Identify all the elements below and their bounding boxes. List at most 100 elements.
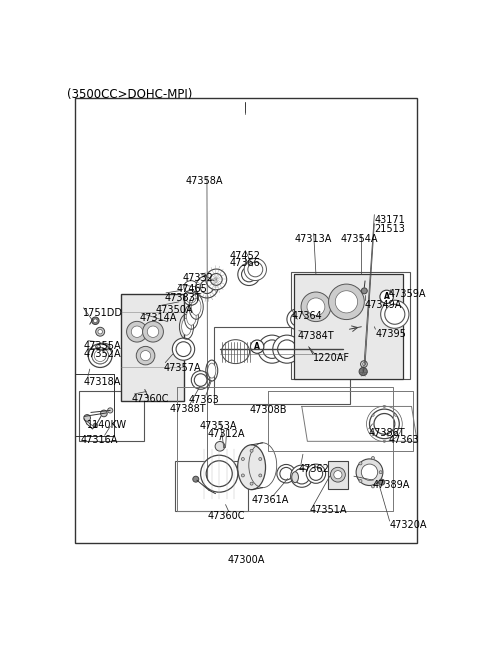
Circle shape — [296, 322, 314, 341]
Circle shape — [259, 474, 262, 477]
Text: 47389A: 47389A — [372, 480, 410, 490]
Text: 1751DD: 1751DD — [84, 308, 123, 318]
Circle shape — [131, 326, 143, 337]
Circle shape — [372, 485, 374, 488]
Text: 47395: 47395 — [375, 329, 407, 339]
Circle shape — [259, 457, 262, 461]
Circle shape — [251, 340, 264, 353]
Text: 47452: 47452 — [230, 250, 261, 261]
Circle shape — [381, 300, 409, 328]
Circle shape — [244, 258, 266, 281]
Circle shape — [361, 288, 367, 294]
Ellipse shape — [208, 363, 216, 378]
Circle shape — [206, 461, 232, 487]
Circle shape — [306, 464, 325, 483]
Circle shape — [194, 374, 207, 386]
Polygon shape — [361, 323, 374, 331]
Circle shape — [93, 423, 97, 428]
Text: 47383T: 47383T — [164, 293, 201, 303]
Circle shape — [250, 449, 253, 452]
Circle shape — [294, 468, 310, 484]
Circle shape — [94, 319, 97, 323]
Text: 47312A: 47312A — [208, 429, 245, 439]
Circle shape — [84, 415, 91, 421]
Bar — [121, 294, 184, 401]
Text: 47308B: 47308B — [250, 406, 287, 415]
Circle shape — [193, 476, 199, 482]
Circle shape — [395, 432, 397, 433]
Circle shape — [361, 464, 378, 480]
Text: 47465: 47465 — [176, 285, 207, 294]
Text: 47361A: 47361A — [252, 495, 289, 505]
Circle shape — [176, 342, 191, 356]
Circle shape — [192, 371, 210, 389]
Circle shape — [206, 269, 227, 290]
Circle shape — [241, 457, 244, 461]
Text: 47362: 47362 — [298, 464, 329, 474]
Circle shape — [141, 351, 151, 361]
Circle shape — [372, 414, 374, 416]
Text: 47350A: 47350A — [156, 305, 193, 315]
Circle shape — [94, 350, 106, 362]
Text: 1140KW: 1140KW — [87, 421, 127, 430]
Circle shape — [385, 304, 405, 324]
Text: 47364: 47364 — [291, 311, 322, 321]
Text: 47366: 47366 — [230, 258, 261, 268]
Bar — [328, 461, 348, 488]
Text: 47363: 47363 — [189, 395, 220, 406]
Circle shape — [172, 338, 195, 360]
Bar — [79, 391, 144, 441]
Ellipse shape — [238, 444, 265, 490]
Circle shape — [92, 347, 108, 364]
Text: 21513: 21513 — [374, 224, 405, 234]
Circle shape — [359, 367, 367, 376]
Circle shape — [359, 462, 362, 465]
Circle shape — [335, 291, 358, 313]
Text: 47320A: 47320A — [389, 520, 427, 530]
Text: 47349A: 47349A — [365, 300, 402, 311]
Circle shape — [98, 329, 102, 334]
Circle shape — [92, 347, 108, 364]
Circle shape — [301, 292, 331, 322]
Circle shape — [307, 325, 319, 338]
Ellipse shape — [186, 309, 196, 325]
Text: 47359A: 47359A — [388, 289, 426, 300]
Circle shape — [290, 313, 304, 326]
Circle shape — [280, 467, 292, 480]
Circle shape — [258, 335, 286, 363]
Circle shape — [238, 263, 260, 285]
Circle shape — [196, 276, 218, 298]
Text: 47388T: 47388T — [169, 404, 206, 414]
Circle shape — [372, 432, 374, 433]
Circle shape — [362, 362, 365, 366]
Circle shape — [263, 340, 281, 358]
Text: 1220AF: 1220AF — [313, 353, 350, 363]
Circle shape — [215, 441, 225, 451]
Circle shape — [356, 459, 383, 485]
Ellipse shape — [292, 472, 299, 483]
Text: 47300A: 47300A — [228, 555, 264, 565]
Text: 47363: 47363 — [388, 435, 419, 445]
Circle shape — [329, 284, 364, 320]
Circle shape — [108, 408, 113, 413]
Text: 47316A: 47316A — [80, 435, 118, 445]
Circle shape — [379, 471, 382, 474]
Circle shape — [100, 410, 107, 417]
Circle shape — [304, 322, 322, 341]
Circle shape — [380, 291, 393, 303]
Circle shape — [372, 457, 374, 459]
Text: A: A — [384, 292, 390, 302]
Circle shape — [147, 326, 159, 337]
Circle shape — [374, 413, 395, 434]
Circle shape — [360, 361, 367, 367]
Circle shape — [307, 298, 325, 316]
Circle shape — [330, 467, 345, 482]
Circle shape — [96, 327, 105, 336]
Circle shape — [144, 391, 149, 396]
Text: 47355A: 47355A — [84, 341, 121, 351]
Bar — [290, 272, 410, 379]
Circle shape — [127, 322, 147, 342]
Circle shape — [287, 309, 308, 329]
Circle shape — [383, 440, 385, 443]
Ellipse shape — [181, 318, 192, 335]
